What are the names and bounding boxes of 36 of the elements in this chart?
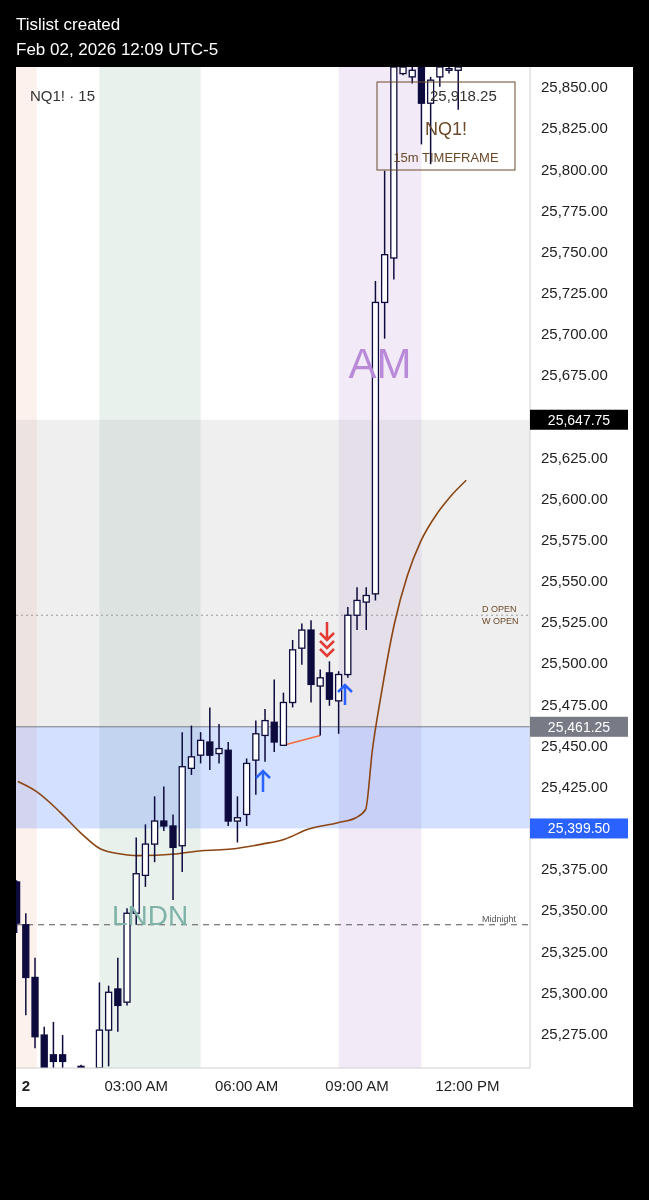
y-tick-label: 25,575.00	[541, 531, 608, 549]
y-tick-label: 25,275.00	[541, 1024, 608, 1042]
x-tick-label: 12:00 PM	[435, 1077, 500, 1094]
x-tick-label: 03:00 AM	[104, 1077, 168, 1094]
y-tick-label: 25,500.00	[541, 654, 608, 672]
x-tick-label: 2	[21, 1077, 30, 1094]
y-tick-label: 25,375.00	[541, 860, 608, 878]
y-tick-label: 25,725.00	[541, 284, 608, 302]
band-label: 25,647.75	[547, 411, 611, 428]
y-tick-label: 25,825.00	[541, 119, 608, 137]
y-tick-label: 25,775.00	[541, 201, 608, 219]
y-tick-label: 25,325.00	[541, 942, 608, 960]
annotation: NQ1! · 15	[30, 87, 96, 104]
ref-line-label: Midnight	[482, 913, 517, 924]
y-tick-label: 25,300.00	[541, 983, 608, 1001]
y-tick-label: 25,625.00	[541, 448, 608, 466]
y-tick-label: 25,750.00	[541, 242, 608, 260]
y-tick-label: 25,425.00	[541, 777, 608, 795]
y-tick-label: 25,850.00	[541, 78, 608, 96]
y-tick-label: 25,600.00	[541, 489, 608, 507]
y-tick-label: 25,700.00	[541, 325, 608, 343]
y-tick-label: 25,450.00	[541, 736, 608, 754]
y-tick-label: 25,350.00	[541, 901, 608, 919]
y-tick-label: 25,525.00	[541, 613, 608, 631]
ref-line-label: D OPEN	[482, 604, 517, 615]
y-tick-label: 25,800.00	[541, 160, 608, 178]
y-tick-label: 25,475.00	[541, 695, 608, 713]
y-tick-label: 25,550.00	[541, 572, 608, 590]
chart-title: Tislist created	[16, 15, 121, 34]
annotation: W OPEN	[482, 616, 519, 627]
x-tick-label: 09:00 AM	[325, 1077, 389, 1094]
band-label: 25,399.50	[547, 820, 611, 837]
ref-line-label: 25,461.25	[547, 718, 611, 735]
y-tick-label: 25,675.00	[541, 366, 608, 384]
x-tick-label: 06:00 AM	[214, 1077, 279, 1094]
chart-subtitle: Feb 02, 2026 12:09 UTC-5	[16, 40, 219, 59]
